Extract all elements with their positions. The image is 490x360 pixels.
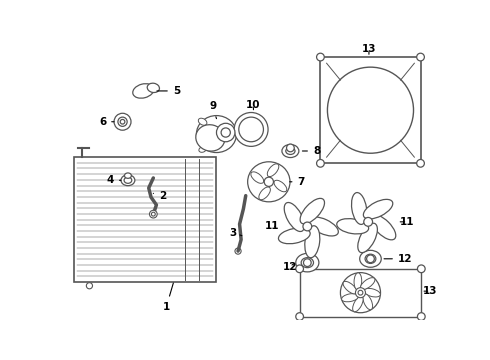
Ellipse shape [278,228,310,244]
Ellipse shape [364,288,380,297]
Ellipse shape [267,164,279,177]
Text: 1: 1 [163,283,173,311]
Ellipse shape [337,219,368,234]
Ellipse shape [343,282,357,294]
Circle shape [239,117,264,142]
Text: 7: 7 [290,177,305,187]
Ellipse shape [282,144,299,158]
Circle shape [303,259,311,266]
Ellipse shape [363,294,372,310]
Bar [320,57,420,163]
Ellipse shape [416,159,424,167]
Ellipse shape [121,175,135,186]
Text: 8: 8 [302,146,320,156]
Ellipse shape [305,226,320,258]
Ellipse shape [353,296,363,312]
Bar [74,157,217,282]
Ellipse shape [300,198,324,224]
Ellipse shape [317,53,324,61]
Circle shape [287,144,294,152]
Circle shape [264,177,273,186]
Circle shape [151,212,155,216]
Ellipse shape [309,217,338,236]
Circle shape [221,128,230,137]
Text: 2: 2 [153,191,166,201]
Ellipse shape [354,273,362,290]
Circle shape [364,217,372,226]
Ellipse shape [124,173,131,178]
Ellipse shape [247,162,290,202]
Ellipse shape [342,294,358,302]
Text: 11: 11 [265,221,279,231]
Ellipse shape [317,159,324,167]
Ellipse shape [296,253,319,272]
Ellipse shape [284,202,304,231]
Ellipse shape [358,223,377,253]
Circle shape [341,273,381,313]
Text: 13: 13 [362,44,376,54]
Ellipse shape [416,53,424,61]
Circle shape [296,265,303,273]
Ellipse shape [274,180,287,192]
Circle shape [118,117,127,126]
Circle shape [417,265,425,273]
Ellipse shape [360,250,381,267]
Circle shape [367,255,374,263]
Circle shape [358,290,363,295]
Bar [300,269,421,316]
Text: 10: 10 [246,100,261,110]
Ellipse shape [147,83,159,93]
Ellipse shape [361,278,375,289]
Circle shape [120,120,125,124]
Circle shape [327,67,414,153]
Ellipse shape [301,258,314,267]
Text: 12: 12 [384,254,413,264]
Circle shape [114,113,131,130]
Text: 11: 11 [400,217,415,227]
Ellipse shape [196,116,237,153]
Text: 4: 4 [106,175,121,185]
Text: 13: 13 [423,286,438,296]
Ellipse shape [371,215,396,240]
Circle shape [303,222,312,231]
Text: 5: 5 [157,86,180,96]
Circle shape [234,112,268,147]
Circle shape [235,248,241,254]
Ellipse shape [351,193,367,224]
Ellipse shape [286,148,295,154]
Circle shape [86,283,93,289]
Ellipse shape [251,172,264,183]
Ellipse shape [133,84,154,98]
Circle shape [417,313,425,320]
Text: 9: 9 [209,101,217,119]
Ellipse shape [365,254,376,264]
Circle shape [355,288,366,298]
Circle shape [217,123,235,142]
Ellipse shape [259,187,270,200]
Circle shape [149,210,157,218]
Text: 3: 3 [230,228,242,238]
Ellipse shape [124,177,132,183]
Ellipse shape [199,147,206,152]
Text: 6: 6 [99,117,114,127]
Text: 12: 12 [282,261,297,271]
Circle shape [296,313,303,320]
Ellipse shape [196,125,225,151]
Ellipse shape [364,199,393,219]
Ellipse shape [198,118,207,125]
